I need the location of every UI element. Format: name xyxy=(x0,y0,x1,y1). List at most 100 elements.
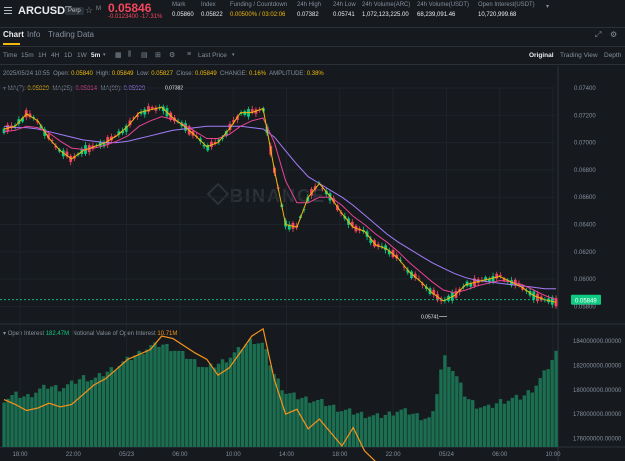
stat-24h-volume-arc: 24h Volume(ARC) 1,072,123,225.00 xyxy=(362,2,411,18)
oi-notional-bar xyxy=(193,359,197,447)
oi-notional-bar xyxy=(335,411,340,447)
oi-notional-bar xyxy=(284,393,288,447)
oi-notional-bar xyxy=(343,409,348,447)
candle-body xyxy=(135,114,139,117)
oi-notional-bar xyxy=(502,403,507,447)
timeframe-1d[interactable]: 1D xyxy=(64,52,73,59)
price-type-select[interactable]: Last Price xyxy=(198,52,227,59)
star-icon[interactable]: ☆ xyxy=(85,5,94,15)
oi-notional-bar xyxy=(34,392,38,447)
oi-notional-bar xyxy=(38,388,42,447)
oi-notional-bar xyxy=(26,394,30,447)
timeframe-1h[interactable]: 1H xyxy=(38,52,47,59)
timeframe-4h[interactable]: 4H xyxy=(51,52,60,59)
oi-notional-bar xyxy=(18,397,22,447)
price-tick-label: 0.07200 xyxy=(574,113,596,119)
candle-body xyxy=(421,283,425,286)
candle-body xyxy=(321,188,325,190)
time-tick-label: 22:00 xyxy=(66,452,82,458)
stat-24h-volume-usdt: 24h Volume(USDT) 68,239,091.46 xyxy=(417,2,470,18)
oi-notional-bar xyxy=(316,399,320,447)
oi-notional-bar xyxy=(220,359,225,447)
chart-settings-icon[interactable]: ⚙ xyxy=(169,52,176,59)
oi-notional-bar xyxy=(169,351,173,447)
compare-icon[interactable]: ⊞ xyxy=(155,52,161,59)
oi-notional-bar xyxy=(153,342,157,447)
tab-underline xyxy=(3,43,20,45)
oi-notional-bar xyxy=(391,415,395,447)
candle-body xyxy=(417,278,421,280)
tab-chart[interactable]: Chart xyxy=(3,30,24,39)
oi-notional-bar xyxy=(363,418,368,447)
view-trading-view[interactable]: Trading View xyxy=(560,52,598,59)
oi-notional-bar xyxy=(514,394,519,447)
ohlc-close: 0.05849 xyxy=(194,71,217,77)
oi-info: ▾ Open Interest 182.47M Notional Value o… xyxy=(3,331,178,337)
settings-icon[interactable]: ⚙ xyxy=(610,30,618,39)
candle-body xyxy=(102,143,106,147)
candle-body xyxy=(369,238,373,244)
stat-index: Index 0.05822 xyxy=(201,2,223,18)
view-depth[interactable]: Depth xyxy=(604,52,622,59)
timeframe-5m[interactable]: 5m xyxy=(91,52,101,59)
oi-notional-bar xyxy=(77,379,82,447)
menu-icon[interactable] xyxy=(4,7,12,14)
timeframe-1w[interactable]: 1W xyxy=(77,52,87,59)
time-tick-label: 22:00 xyxy=(386,452,402,458)
oi-notional-bar xyxy=(69,380,74,447)
oi-notional-bar xyxy=(85,381,90,447)
chart-type-icon[interactable]: ⫼ xyxy=(128,51,132,58)
expand-icon[interactable]: ⤢ xyxy=(595,30,602,39)
oi-notional-bar xyxy=(387,411,392,447)
oi-notional-bar xyxy=(534,385,538,447)
candle-body xyxy=(310,189,313,196)
oi-notional-bar xyxy=(30,397,34,447)
oi-notional-bar xyxy=(212,367,217,447)
expand-stats-icon[interactable]: ▾ xyxy=(546,4,550,10)
candle-body xyxy=(221,137,224,139)
current-price-tag-bg xyxy=(571,294,601,305)
oi-notional-bar xyxy=(526,390,531,447)
oi-notional-bar xyxy=(490,407,495,447)
oi-notional-bar xyxy=(510,397,515,447)
oi-notional-bar xyxy=(379,417,384,447)
oi-notional-bar xyxy=(189,358,193,447)
oi-notional-bar xyxy=(403,408,407,447)
tab-info[interactable]: Info xyxy=(27,30,41,39)
oi-notional-bar xyxy=(276,378,280,447)
oi-notional-bar xyxy=(288,393,292,447)
draw-tools-icon[interactable]: ▤ xyxy=(141,52,148,59)
timeframe-15m[interactable]: 15m xyxy=(21,52,34,59)
current-price-tag: 0.05849 xyxy=(575,299,597,305)
ma25-line xyxy=(3,116,557,301)
oi-notional-bar xyxy=(296,399,300,447)
candle-body xyxy=(350,221,354,227)
candle-body xyxy=(147,106,150,112)
tab-trading-data[interactable]: Trading Data xyxy=(48,30,94,39)
oi-notional-bar xyxy=(61,388,66,447)
oi-notional-bar xyxy=(395,411,399,447)
time-tick-label: 05/24 xyxy=(439,452,455,458)
timeframe-time[interactable]: Time xyxy=(3,52,18,59)
ma-collapse-icon[interactable]: ▾ xyxy=(3,86,7,92)
indicators-icon[interactable]: ▦ xyxy=(115,52,122,59)
timeframe-dropdown-icon[interactable]: ▾ xyxy=(103,52,106,58)
time-tick-label: 18:00 xyxy=(12,452,28,458)
oi-notional-bar xyxy=(542,370,546,447)
candle-body xyxy=(35,121,39,123)
oi-notional-bar xyxy=(149,345,153,447)
candle-body xyxy=(21,117,24,122)
candle-body xyxy=(510,280,513,286)
view-original[interactable]: Original xyxy=(529,52,554,59)
oi-notional-bar xyxy=(216,363,221,447)
open-interest-line xyxy=(3,327,376,461)
oi-notional-bar xyxy=(550,359,554,447)
chart-tabs: Chart Info Trading Data ⤢ ⚙ xyxy=(0,30,625,42)
candle-body xyxy=(117,131,121,135)
oi-notional-bar xyxy=(522,395,527,447)
symbol-name[interactable]: ARCUSDT xyxy=(18,5,72,17)
oi-notional-bar xyxy=(50,386,54,447)
oi-collapse-icon[interactable]: ▾ xyxy=(3,331,7,337)
oi-notional-bar xyxy=(97,373,102,447)
